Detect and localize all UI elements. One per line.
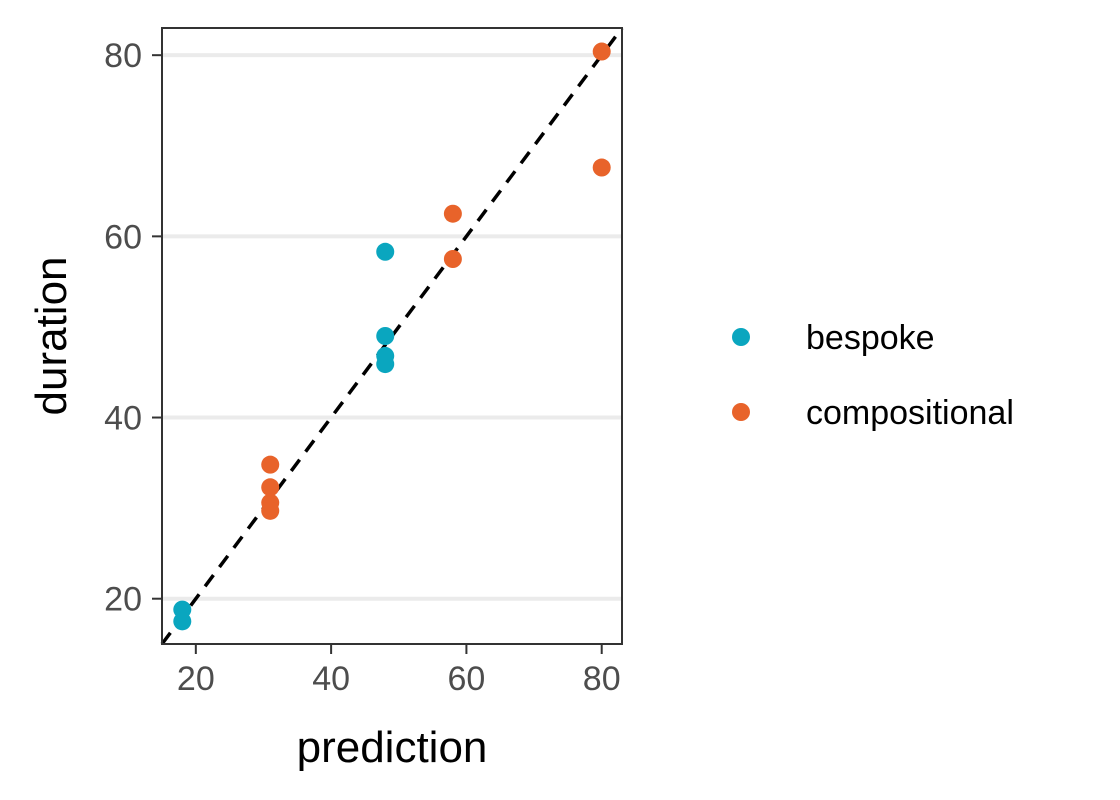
legend-label-compositional: compositional: [806, 394, 1014, 432]
x-tick-label-20: 20: [177, 660, 215, 698]
y-tick-label-60: 60: [104, 218, 142, 256]
point-compositional-3: [261, 501, 280, 520]
x-tick-label-40: 40: [312, 660, 350, 698]
legend: bespoke compositional: [732, 319, 1014, 432]
y-tick-label-20: 20: [104, 581, 142, 619]
point-bespoke-2: [376, 242, 395, 261]
x-axis-ticks: 20 40 60 80: [177, 644, 621, 698]
point-compositional-7: [592, 158, 611, 177]
x-tick-label-60: 60: [447, 660, 485, 698]
point-compositional-5: [443, 250, 462, 268]
point-bespoke-3: [376, 327, 395, 345]
point-compositional-1: [261, 478, 280, 497]
y-tick-label-80: 80: [104, 37, 142, 75]
x-axis-title: prediction: [297, 723, 488, 772]
x-tick-label-80: 80: [583, 660, 621, 698]
y-tick-label-40: 40: [104, 400, 142, 438]
point-compositional-6: [592, 42, 611, 61]
legend-key-compositional: [732, 403, 750, 421]
y-axis-title: duration: [27, 256, 76, 415]
legend-key-bespoke: [732, 328, 750, 346]
grid-lines: [162, 53, 622, 601]
point-bespoke-5: [376, 355, 395, 374]
y-axis-ticks: 20 40 60 80: [104, 37, 162, 619]
data-points: [173, 42, 611, 631]
point-compositional-4: [443, 204, 462, 223]
plot-panel-border: [161, 27, 623, 645]
legend-label-bespoke: bespoke: [806, 319, 935, 357]
point-bespoke-1: [173, 600, 192, 619]
point-compositional-0: [261, 455, 280, 474]
